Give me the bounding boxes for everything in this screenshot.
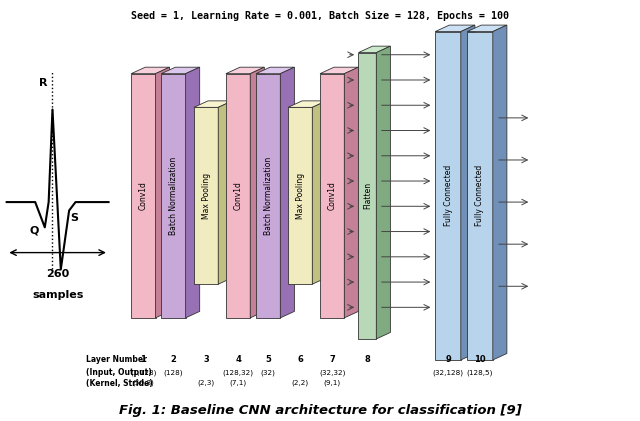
Polygon shape — [358, 53, 376, 339]
Text: Conv1d: Conv1d — [139, 181, 148, 210]
Text: Fig. 1: Baseline CNN architecture for classification [9]: Fig. 1: Baseline CNN architecture for cl… — [118, 404, 522, 417]
Text: (1,128): (1,128) — [130, 369, 157, 376]
Text: Max Pooling: Max Pooling — [296, 173, 305, 219]
Text: (128,5): (128,5) — [467, 369, 493, 376]
Polygon shape — [280, 67, 294, 318]
Polygon shape — [493, 25, 507, 360]
Polygon shape — [312, 101, 326, 284]
Text: (128): (128) — [164, 369, 183, 376]
Text: (Kernel, Stride): (Kernel, Stride) — [86, 378, 153, 388]
Text: 8: 8 — [365, 355, 370, 365]
Text: (128,32): (128,32) — [223, 369, 253, 376]
Polygon shape — [467, 32, 493, 360]
Polygon shape — [288, 107, 312, 284]
Polygon shape — [226, 74, 250, 318]
Polygon shape — [288, 101, 326, 107]
Polygon shape — [161, 74, 186, 318]
Text: Batch Normalization: Batch Normalization — [169, 157, 178, 235]
Text: Flatten: Flatten — [363, 182, 372, 209]
Polygon shape — [320, 67, 358, 74]
Text: Conv1d: Conv1d — [328, 181, 337, 210]
Text: samples: samples — [32, 290, 83, 301]
Text: 3: 3 — [204, 355, 209, 365]
Text: Seed = 1, Learning Rate = 0.001, Batch Size = 128, Epochs = 100: Seed = 1, Learning Rate = 0.001, Batch S… — [131, 11, 509, 21]
Polygon shape — [435, 32, 461, 360]
Text: 4: 4 — [235, 355, 241, 365]
Text: (Input, Output): (Input, Output) — [86, 368, 152, 377]
Text: Q: Q — [29, 225, 38, 235]
Text: 5: 5 — [265, 355, 271, 365]
Text: Max Pooling: Max Pooling — [202, 173, 211, 219]
Text: Fully Connected: Fully Connected — [476, 165, 484, 226]
Text: (32): (32) — [260, 369, 276, 376]
Polygon shape — [435, 25, 475, 32]
Text: (32,128): (32,128) — [433, 369, 463, 376]
Text: (2,2): (2,2) — [292, 380, 308, 386]
Text: Fully Connected: Fully Connected — [444, 165, 452, 226]
Polygon shape — [320, 74, 344, 318]
Text: (9,1): (9,1) — [324, 380, 340, 386]
Polygon shape — [376, 46, 390, 339]
Text: 6: 6 — [297, 355, 303, 365]
Text: (32,32): (32,32) — [319, 369, 346, 376]
Polygon shape — [131, 67, 170, 74]
Text: (50,3): (50,3) — [132, 380, 154, 386]
Polygon shape — [194, 107, 218, 284]
Text: (2,3): (2,3) — [198, 380, 214, 386]
Text: 10: 10 — [474, 355, 486, 365]
Text: Batch Normalization: Batch Normalization — [264, 157, 273, 235]
Text: 9: 9 — [445, 355, 451, 365]
Text: S: S — [70, 213, 79, 223]
Text: Layer Number: Layer Number — [86, 355, 147, 365]
Polygon shape — [131, 74, 156, 318]
Text: 7: 7 — [330, 355, 335, 365]
Polygon shape — [250, 67, 264, 318]
Polygon shape — [467, 25, 507, 32]
Polygon shape — [256, 67, 294, 74]
Polygon shape — [156, 67, 170, 318]
Text: 2: 2 — [170, 355, 177, 365]
Polygon shape — [186, 67, 200, 318]
Polygon shape — [344, 67, 358, 318]
Text: 1: 1 — [140, 355, 147, 365]
Polygon shape — [226, 67, 264, 74]
Polygon shape — [461, 25, 475, 360]
Polygon shape — [194, 101, 232, 107]
Polygon shape — [256, 74, 280, 318]
Text: 260: 260 — [46, 269, 69, 280]
Polygon shape — [161, 67, 200, 74]
Text: R: R — [39, 78, 47, 88]
Polygon shape — [218, 101, 232, 284]
Text: Conv1d: Conv1d — [234, 181, 243, 210]
Polygon shape — [358, 46, 390, 53]
Text: (7,1): (7,1) — [230, 380, 246, 386]
